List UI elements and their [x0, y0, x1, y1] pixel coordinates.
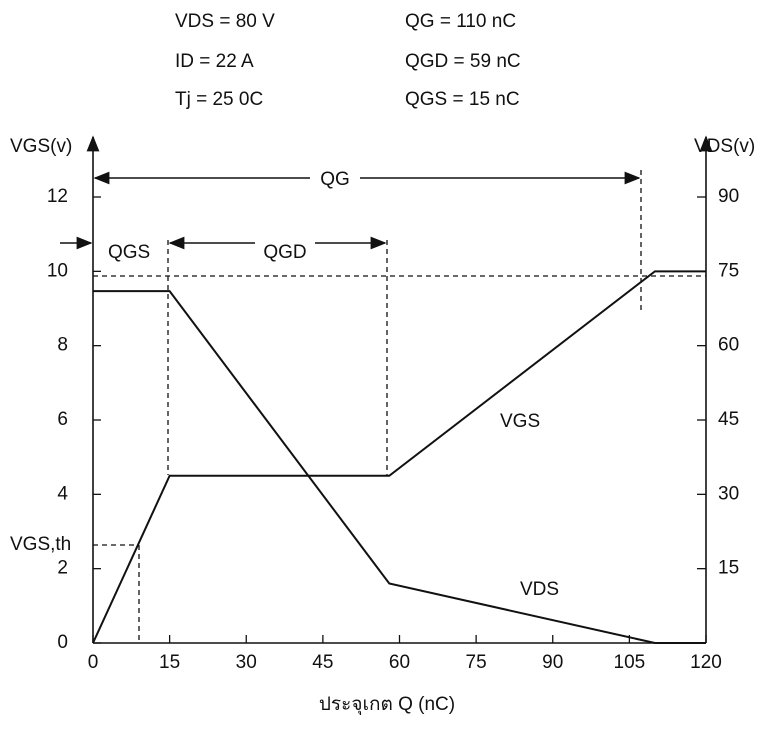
- annotation: QGD: [263, 242, 306, 263]
- x-axis-label: ประจุเกต Q (nC): [319, 694, 455, 716]
- y2-tick-label: 15: [718, 558, 739, 579]
- y-tick-label: 0: [57, 632, 68, 653]
- x-tick-label: 15: [159, 652, 180, 673]
- x-tick-label: 45: [312, 652, 333, 673]
- y-axis-label: VGS(v): [10, 136, 72, 157]
- y-tick-label: 10: [47, 260, 68, 281]
- series-label: VGS: [500, 411, 540, 432]
- y2-tick-label: 90: [718, 186, 739, 207]
- chart: VDS = 80 V ID = 22 A Tj = 25 0C QG = 110…: [0, 0, 774, 726]
- x-tick-label: 30: [236, 652, 257, 673]
- annotation: QGS: [108, 242, 150, 263]
- annotation: ID = 22 A: [175, 51, 254, 72]
- x-tick-label: 90: [542, 652, 563, 673]
- annotation: VGS,th: [10, 534, 71, 555]
- y-tick-label: 8: [57, 335, 68, 356]
- y2-tick-label: 45: [718, 409, 739, 430]
- y2-tick-label: 30: [718, 483, 739, 504]
- series-label: VDS: [520, 579, 559, 600]
- x-tick-label: 0: [88, 652, 99, 673]
- annotation: QG: [320, 169, 350, 190]
- x-tick-label: 60: [389, 652, 410, 673]
- y-tick-label: 6: [57, 409, 68, 430]
- annotation: QGS = 15 nC: [405, 89, 520, 110]
- x-tick-label: 105: [614, 652, 646, 673]
- series-line: [93, 271, 706, 643]
- y-tick-label: 2: [57, 558, 68, 579]
- y-tick-label: 4: [57, 483, 68, 504]
- y-tick-label: 12: [47, 186, 68, 207]
- x-tick-label: 75: [466, 652, 487, 673]
- x-tick-label: 120: [690, 652, 722, 673]
- annotation: QGD = 59 nC: [405, 51, 521, 72]
- y2-tick-label: 60: [718, 335, 739, 356]
- annotation: QG = 110 nC: [405, 11, 516, 32]
- annotation: Tj = 25 0C: [175, 89, 263, 110]
- y2-tick-label: 75: [718, 260, 739, 281]
- y2-axis-label: VDS(v): [694, 136, 755, 157]
- annotation: VDS = 80 V: [175, 11, 275, 32]
